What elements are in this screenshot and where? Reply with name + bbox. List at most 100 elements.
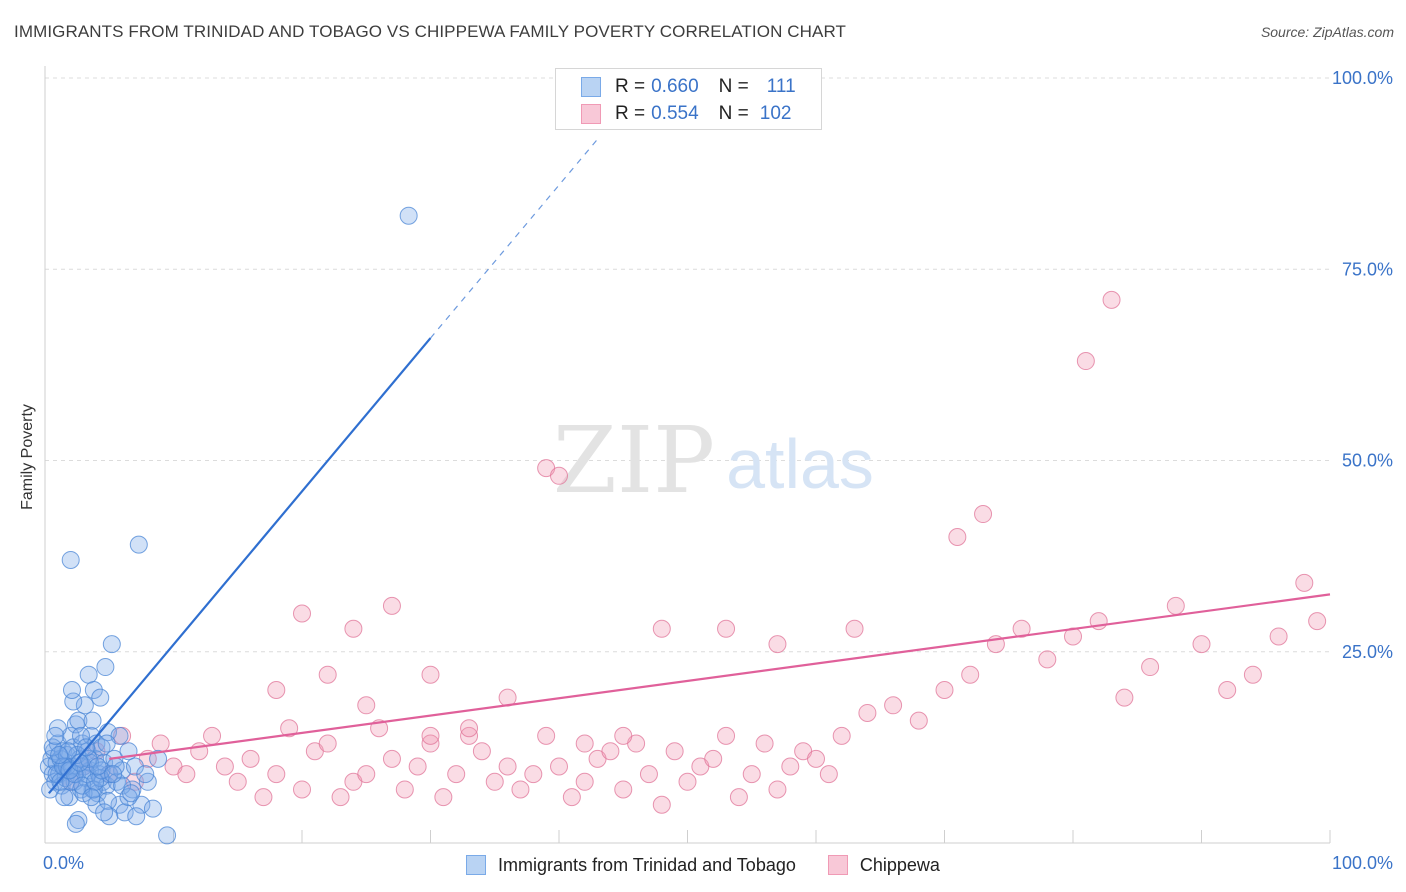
chippewa-point (318, 665, 337, 684)
trend-line-trinidad-extension (430, 138, 599, 339)
chippewa-point (421, 665, 440, 684)
chippewa-point (434, 788, 453, 807)
trinidad-point (79, 665, 98, 684)
chippewa-point (395, 780, 414, 799)
chippewa-point (807, 749, 825, 768)
legend-row-chippewa: R = 0.554 N = 102 (581, 102, 791, 126)
trinidad-point (75, 696, 94, 715)
chippewa-point (717, 619, 736, 638)
y-tick-label: 100.0% (1332, 68, 1393, 88)
chippewa-point (1269, 627, 1288, 646)
chippewa-point (408, 757, 427, 776)
grid-lines (45, 77, 1330, 653)
chippewa-point (652, 795, 671, 814)
chippewa-point (382, 749, 401, 768)
chippewa-point (447, 765, 466, 784)
source-label: Source: ZipAtlas.com (1260, 24, 1394, 40)
y-tick-label: 50.0% (1342, 451, 1393, 471)
chippewa-point (884, 696, 903, 715)
legend-swatch-chippewa (581, 104, 601, 124)
trinidad-point (95, 803, 114, 822)
chippewa-point (280, 719, 299, 738)
legend-r-value: 0.660 (651, 76, 699, 97)
chippewa-point (1115, 688, 1134, 707)
chippewa-point (717, 726, 736, 745)
legend-n-label: N = (718, 103, 749, 124)
chippewa-point (215, 757, 234, 776)
legend-r-label: R = (615, 103, 646, 124)
chippewa-point (742, 765, 761, 784)
trinidad-point (127, 807, 146, 826)
trend-line-chippewa (109, 593, 1331, 760)
chippewa-point (755, 734, 774, 753)
trinidad-point (66, 814, 85, 833)
chippewa-point (845, 619, 864, 638)
trinidad-point (129, 535, 148, 554)
trinidad-point (125, 757, 144, 776)
chippewa-point (819, 765, 838, 784)
chippewa-point (639, 765, 658, 784)
y-tick-label: 25.0% (1342, 642, 1393, 662)
chippewa-point (652, 619, 671, 638)
chippewa-point (1166, 596, 1185, 615)
chippewa-point (498, 757, 517, 776)
legend-swatch-chippewa (827, 855, 848, 875)
tick-labels: 25.0% 50.0% 75.0% 100.0% 0.0% 100.0% (43, 68, 1393, 873)
chippewa-point (254, 788, 273, 807)
trinidad-point (43, 738, 62, 757)
trinidad-point (399, 206, 418, 225)
chippewa-point (524, 765, 543, 784)
trinidad-point (84, 681, 103, 699)
trinidad-point (97, 734, 116, 753)
chippewa-point (1218, 681, 1237, 699)
chippewa-point (357, 765, 376, 784)
chippewa-point (177, 765, 196, 784)
chippewa-point (203, 726, 222, 745)
trinidad-point (64, 692, 83, 711)
trinidad-point (70, 753, 89, 772)
chippewa-point (961, 665, 980, 684)
trinidad-point (82, 788, 101, 807)
trinidad-point (149, 749, 168, 768)
chippewa-point (1102, 290, 1121, 309)
legend-swatch-trinidad (581, 77, 601, 97)
chippewa-point (485, 772, 504, 791)
chippewa-point (1192, 635, 1211, 654)
chippewa-point (601, 742, 620, 761)
trinidad-point (86, 772, 105, 791)
chippewa-point (472, 742, 491, 761)
trinidad-point (83, 711, 102, 730)
chippewa-point (293, 604, 311, 623)
chippewa-point (832, 726, 851, 745)
trinidad-point (88, 757, 107, 776)
chippewa-point (768, 635, 787, 654)
chippewa-point (614, 726, 633, 745)
chippewa-point (267, 765, 286, 784)
legend-item-chippewa[interactable]: Chippewa (827, 855, 940, 876)
chippewa-point (421, 726, 440, 745)
chippewa-point (678, 772, 697, 791)
chippewa-point (1243, 665, 1262, 684)
chippewa-point (575, 772, 594, 791)
chippewa-point (935, 681, 954, 699)
chippewa-point (575, 734, 594, 753)
chippewa-point (550, 466, 568, 485)
trinidad-point (79, 749, 98, 768)
chippewa-point (1308, 612, 1327, 631)
chippewa-point (1038, 650, 1057, 669)
chippewa-point (511, 780, 530, 799)
correlation-legend: R = 0.660 N = 111 R = 0.554 N = 102 (555, 68, 822, 130)
chippewa-point (1012, 619, 1031, 638)
trend-line-trinidad (48, 337, 432, 794)
legend-r-value: 0.554 (651, 103, 699, 124)
chippewa-point (228, 772, 247, 791)
chippewa-point (382, 596, 401, 615)
trinidad-point (61, 550, 80, 569)
trinidad-point (143, 799, 162, 818)
x-tick-label: 0.0% (43, 853, 84, 873)
chippewa-point (948, 528, 967, 546)
chippewa-point (318, 734, 337, 753)
y-tick-label: 75.0% (1342, 259, 1393, 279)
legend-item-trinidad[interactable]: Immigrants from Trinidad and Tobago (466, 855, 796, 876)
